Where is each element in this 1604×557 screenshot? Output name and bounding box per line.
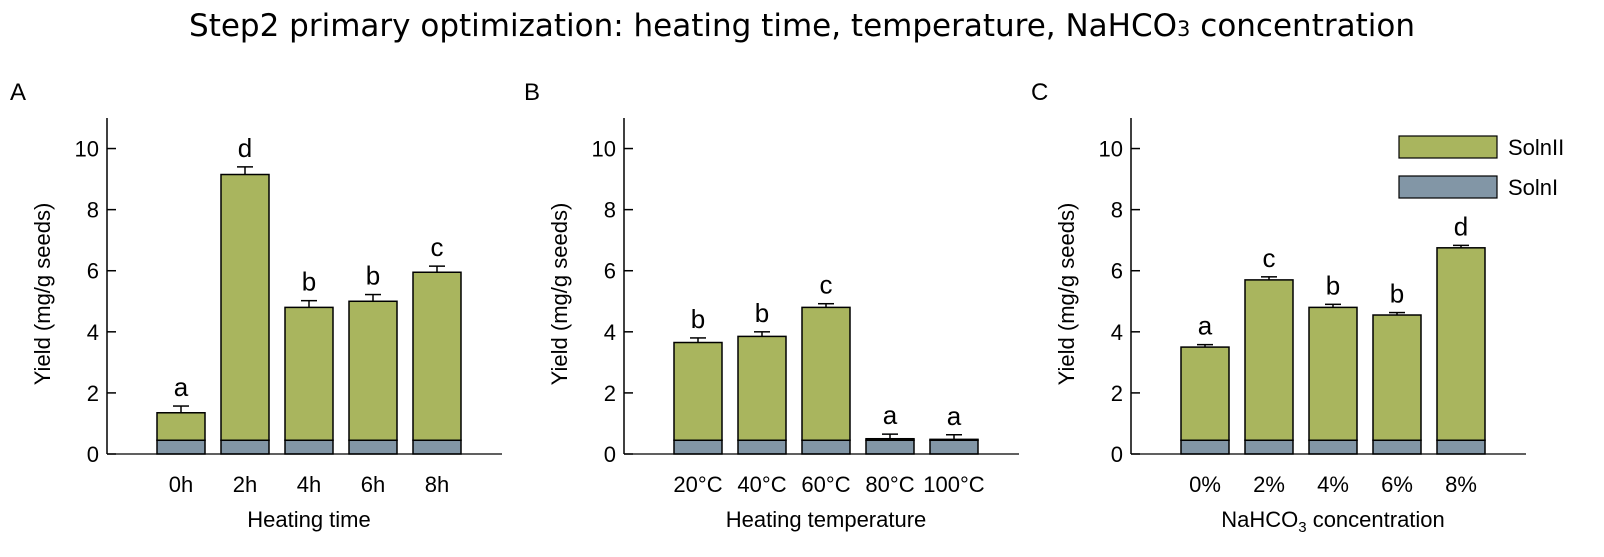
- legend-label-solni: SolnI: [1508, 175, 1558, 200]
- panel-a-bar-solni: [284, 439, 334, 455]
- panel-a-bar-solnii: [284, 306, 334, 442]
- panel-b-bar-solni: [929, 439, 979, 455]
- panel-c-y-tick-label: 0: [1111, 442, 1123, 467]
- panel-c-significance-label: b: [1390, 279, 1404, 309]
- panel-a-bar-solni: [412, 439, 462, 455]
- panel-a-x-tick-label: 8h: [425, 472, 449, 497]
- panel-c-y-tick-label: 8: [1111, 198, 1123, 223]
- panel-a-bar-solnii: [220, 173, 270, 442]
- legend-label-solnii: SolnII: [1508, 135, 1564, 160]
- panel-a-y-label: Yield (mg/g seeds): [30, 203, 55, 386]
- panel-b-x-tick-label: 20°C: [673, 472, 722, 497]
- panel-b-y-tick-label: 8: [604, 198, 616, 223]
- panel-b-bar-solni: [801, 439, 851, 455]
- panel-b-significance-label: b: [691, 304, 705, 334]
- panel-a-bar-solnii: [156, 412, 206, 442]
- panel-a-y-tick-label: 4: [87, 320, 99, 345]
- panel-c-significance-label: c: [1263, 243, 1276, 273]
- panel-a-significance-label: b: [302, 267, 316, 297]
- panel-b-bar-solni: [865, 439, 915, 455]
- panel-b-x-tick-label: 100°C: [923, 472, 985, 497]
- panel-a-x-label: Heating time: [247, 507, 371, 532]
- panel-c-bar-solnii: [1308, 306, 1358, 442]
- figure-title-subscript: 3: [1177, 17, 1191, 41]
- panel-b-y-tick-label: 0: [604, 442, 616, 467]
- panel-c-y-tick-label: 10: [1099, 137, 1123, 162]
- panel-c-significance-label: b: [1326, 270, 1340, 300]
- panel-b-bar-solnii: [737, 335, 787, 442]
- legend-swatch-solni: [1398, 175, 1498, 199]
- panel-c-x-label-subscript: 3: [1298, 519, 1306, 536]
- panel-b-bar-solnii: [801, 306, 851, 442]
- panel-a-significance-label: a: [174, 372, 189, 402]
- panel-c-x-tick-label: 0%: [1189, 472, 1221, 497]
- panel-a-y-tick-label: 0: [87, 442, 99, 467]
- panel-c-significance-label: d: [1454, 211, 1468, 241]
- panel-a-y-tick-label: 10: [75, 137, 99, 162]
- panel-a-bar-solni: [220, 439, 270, 455]
- panel-a-y-tick-label: 8: [87, 198, 99, 223]
- figure-title-suffix: concentration: [1190, 8, 1415, 44]
- panel-b-y-label: Yield (mg/g seeds): [547, 203, 572, 386]
- panel-c-y-tick-label: 4: [1111, 320, 1123, 345]
- panel-c-x-label-prefix: NaHCO: [1221, 507, 1298, 532]
- panel-a-x-tick-label: 0h: [169, 472, 193, 497]
- panel-c-y-tick-label: 6: [1111, 259, 1123, 284]
- panel-c-x-tick-label: 2%: [1253, 472, 1285, 497]
- panel-b-significance-label: c: [820, 270, 833, 300]
- panel-a-x-tick-label: 4h: [297, 472, 321, 497]
- panel-c-x-tick-label: 8%: [1445, 472, 1477, 497]
- panel-b-bar-solnii: [865, 437, 915, 442]
- panel-a-letter: A: [10, 79, 26, 106]
- panel-c-bar-solni: [1180, 439, 1230, 455]
- panel-b-significance-label: a: [947, 401, 962, 431]
- panel-b-bar-solnii: [673, 341, 723, 442]
- panel-c-significance-label: a: [1198, 311, 1213, 341]
- panel-c-bar-solnii: [1436, 247, 1486, 442]
- panel-a-x-tick-label: 6h: [361, 472, 385, 497]
- panel-a-y-tick-label: 6: [87, 259, 99, 284]
- panel-c-y-label: Yield (mg/g seeds): [1054, 203, 1079, 386]
- panel-b-x-tick-label: 80°C: [865, 472, 914, 497]
- panel-b-bar-solni: [673, 439, 723, 455]
- panel-b-x-label: Heating temperature: [726, 507, 927, 532]
- panel-c-x-label-suffix: concentration: [1307, 507, 1445, 532]
- panel-b-y-tick-label: 6: [604, 259, 616, 284]
- panel-c-x-tick-label: 4%: [1317, 472, 1349, 497]
- panel-a-bar-solnii: [348, 300, 398, 442]
- legend-swatch-solnii: [1398, 135, 1498, 159]
- panel-c-bar-solnii: [1372, 314, 1422, 442]
- panel-c-y-tick-label: 2: [1111, 381, 1123, 406]
- panel-b-x-tick-label: 60°C: [801, 472, 850, 497]
- panel-c-letter: C: [1031, 79, 1048, 106]
- panel-a-significance-label: b: [366, 261, 380, 291]
- panel-b-letter: B: [524, 79, 540, 106]
- panel-c-bar-solni: [1244, 439, 1294, 455]
- panel-c-bar-solni: [1308, 439, 1358, 455]
- panel-b-x-tick-label: 40°C: [737, 472, 786, 497]
- panel-a-x-tick-label: 2h: [233, 472, 257, 497]
- panel-c-x-tick-label: 6%: [1381, 472, 1413, 497]
- figure-title: Step2 primary optimization: heating time…: [0, 8, 1604, 44]
- panel-c-x-label: NaHCO3 concentration: [1221, 507, 1445, 536]
- panel-a-significance-label: c: [431, 232, 444, 262]
- panel-c-bar-solni: [1372, 439, 1422, 455]
- panel-b-significance-label: a: [883, 400, 898, 430]
- panel-b-bar-solni: [737, 439, 787, 455]
- panel-b-significance-label: b: [755, 298, 769, 328]
- panel-a-bar-solnii: [412, 271, 462, 442]
- panel-b-y-tick-label: 10: [592, 137, 616, 162]
- panel-c-bar-solni: [1436, 439, 1486, 455]
- panel-a-bar-solni: [348, 439, 398, 455]
- panel-b-bar-solnii: [929, 438, 979, 442]
- panel-c-bar-solnii: [1180, 346, 1230, 442]
- panel-a-y-tick-label: 2: [87, 381, 99, 406]
- panel-a-bar-solni: [156, 439, 206, 455]
- panel-c-bar-solnii: [1244, 279, 1294, 442]
- figure-title-prefix: Step2 primary optimization: heating time…: [189, 8, 1178, 44]
- panel-b-y-tick-label: 2: [604, 381, 616, 406]
- panel-b-y-tick-label: 4: [604, 320, 616, 345]
- panel-a-significance-label: d: [238, 133, 252, 163]
